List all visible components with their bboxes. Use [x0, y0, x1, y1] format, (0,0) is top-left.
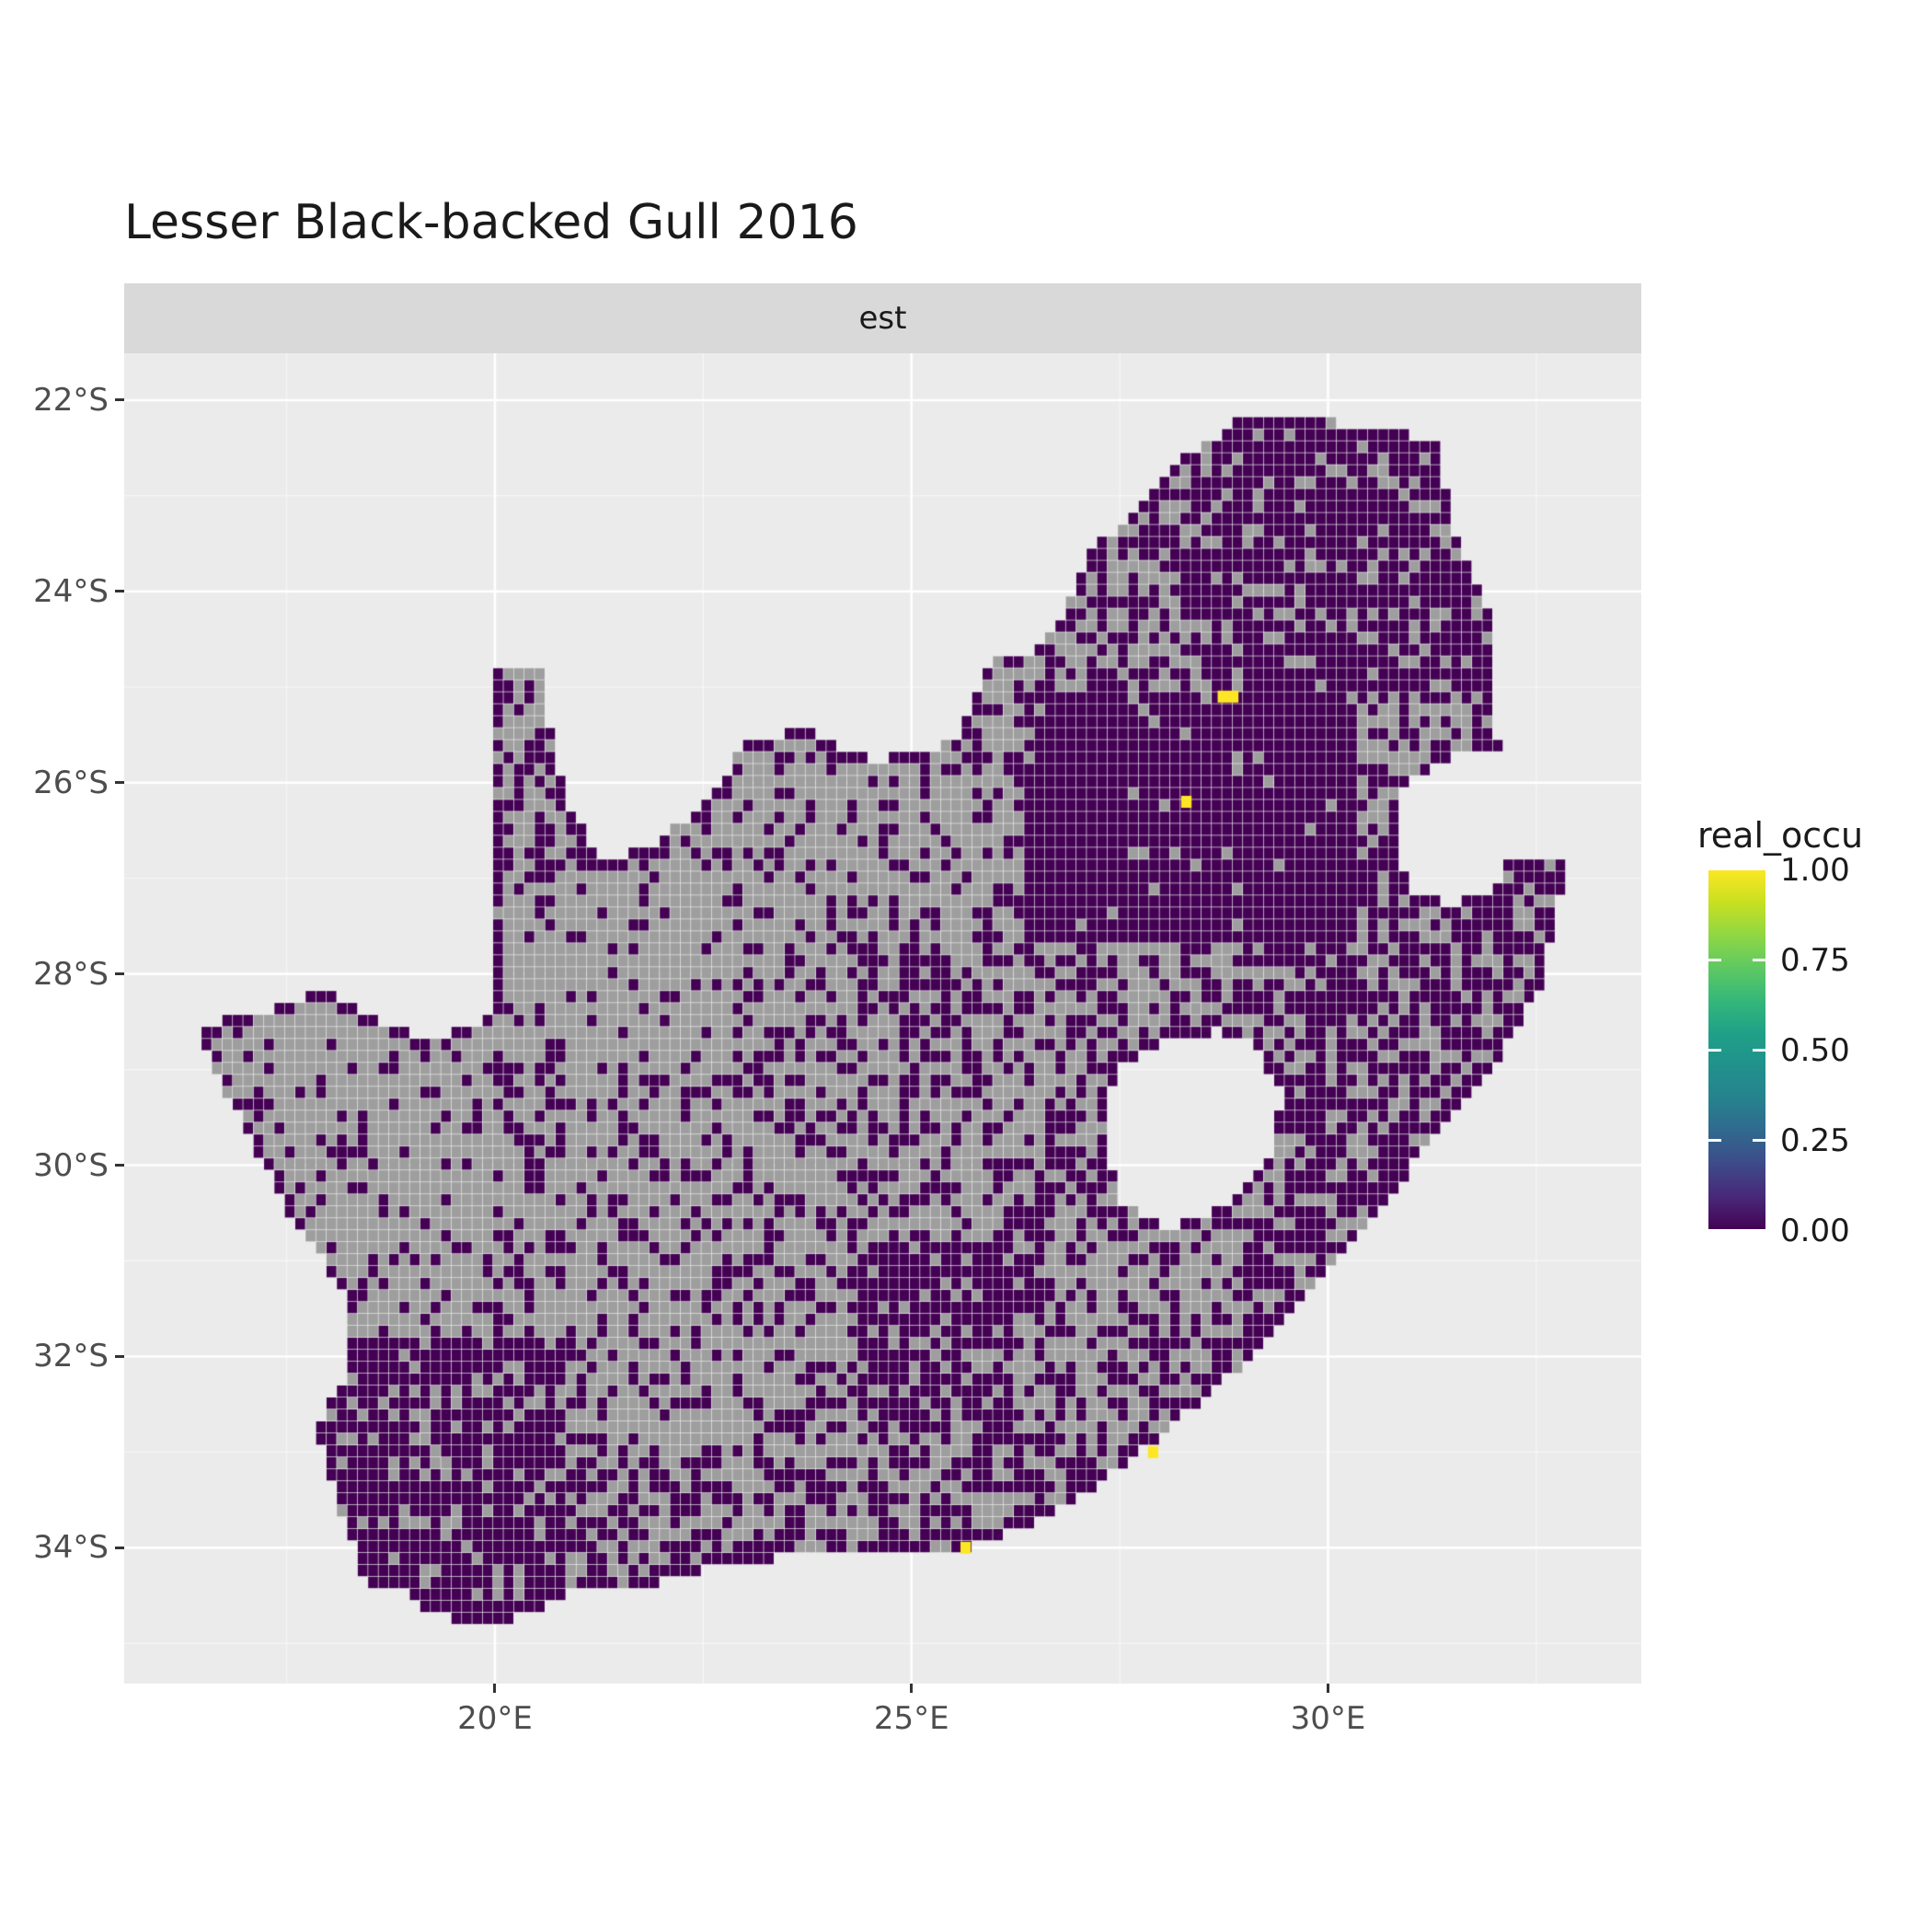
- y-axis-tick-label: 24°S: [33, 572, 109, 610]
- map-panel-canvas: [124, 353, 1641, 1684]
- legend-colorbar-tick: [1708, 868, 1765, 870]
- y-axis-tick-label: 34°S: [33, 1529, 109, 1567]
- y-axis-tickmark: [115, 1164, 124, 1167]
- y-axis-tick-label: 28°S: [33, 955, 109, 993]
- y-axis-tick-label: 22°S: [33, 381, 109, 419]
- y-axis-tick-label: 32°S: [33, 1338, 109, 1375]
- x-axis-tick-label: 20°E: [457, 1700, 533, 1737]
- x-axis-tick-label: 25°E: [873, 1700, 949, 1737]
- legend-colorbar-tick: [1708, 1048, 1721, 1052]
- legend-title: real_occu: [1697, 815, 1864, 856]
- legend-colorbar-tick: [1753, 958, 1765, 961]
- y-axis-tick-label: 26°S: [33, 764, 109, 801]
- facet-label: est: [858, 300, 907, 337]
- legend-colorbar-tick: [1753, 1138, 1765, 1142]
- legend-colorbar-tick: [1753, 1048, 1765, 1052]
- x-axis-tickmark: [493, 1684, 497, 1693]
- y-axis-tickmark: [115, 590, 124, 593]
- legend-colorbar-tick: [1708, 958, 1721, 961]
- x-axis-tickmark: [910, 1684, 914, 1693]
- legend-tick-label: 0.25: [1780, 1122, 1850, 1159]
- x-axis-tickmark: [1327, 1684, 1329, 1693]
- legend-tick-label: 0.00: [1780, 1213, 1850, 1249]
- plot-title: Lesser Black-backed Gull 2016: [124, 195, 858, 250]
- y-axis-tickmark: [115, 1546, 124, 1549]
- legend-colorbar-tick: [1708, 1228, 1765, 1231]
- legend-colorbar-tick: [1708, 1138, 1721, 1142]
- y-axis-tickmark: [115, 781, 124, 785]
- y-axis-tick-label: 30°S: [33, 1146, 109, 1184]
- y-axis-tickmark: [115, 972, 124, 976]
- legend-tick-label: 0.75: [1780, 942, 1850, 979]
- x-axis-tick-label: 30°E: [1290, 1700, 1366, 1737]
- y-axis-tickmark: [115, 1354, 124, 1358]
- y-axis-tickmark: [115, 398, 124, 402]
- legend-tick-label: 1.00: [1780, 852, 1850, 889]
- facet-strip: est: [124, 283, 1641, 353]
- legend-tick-label: 0.50: [1780, 1032, 1850, 1069]
